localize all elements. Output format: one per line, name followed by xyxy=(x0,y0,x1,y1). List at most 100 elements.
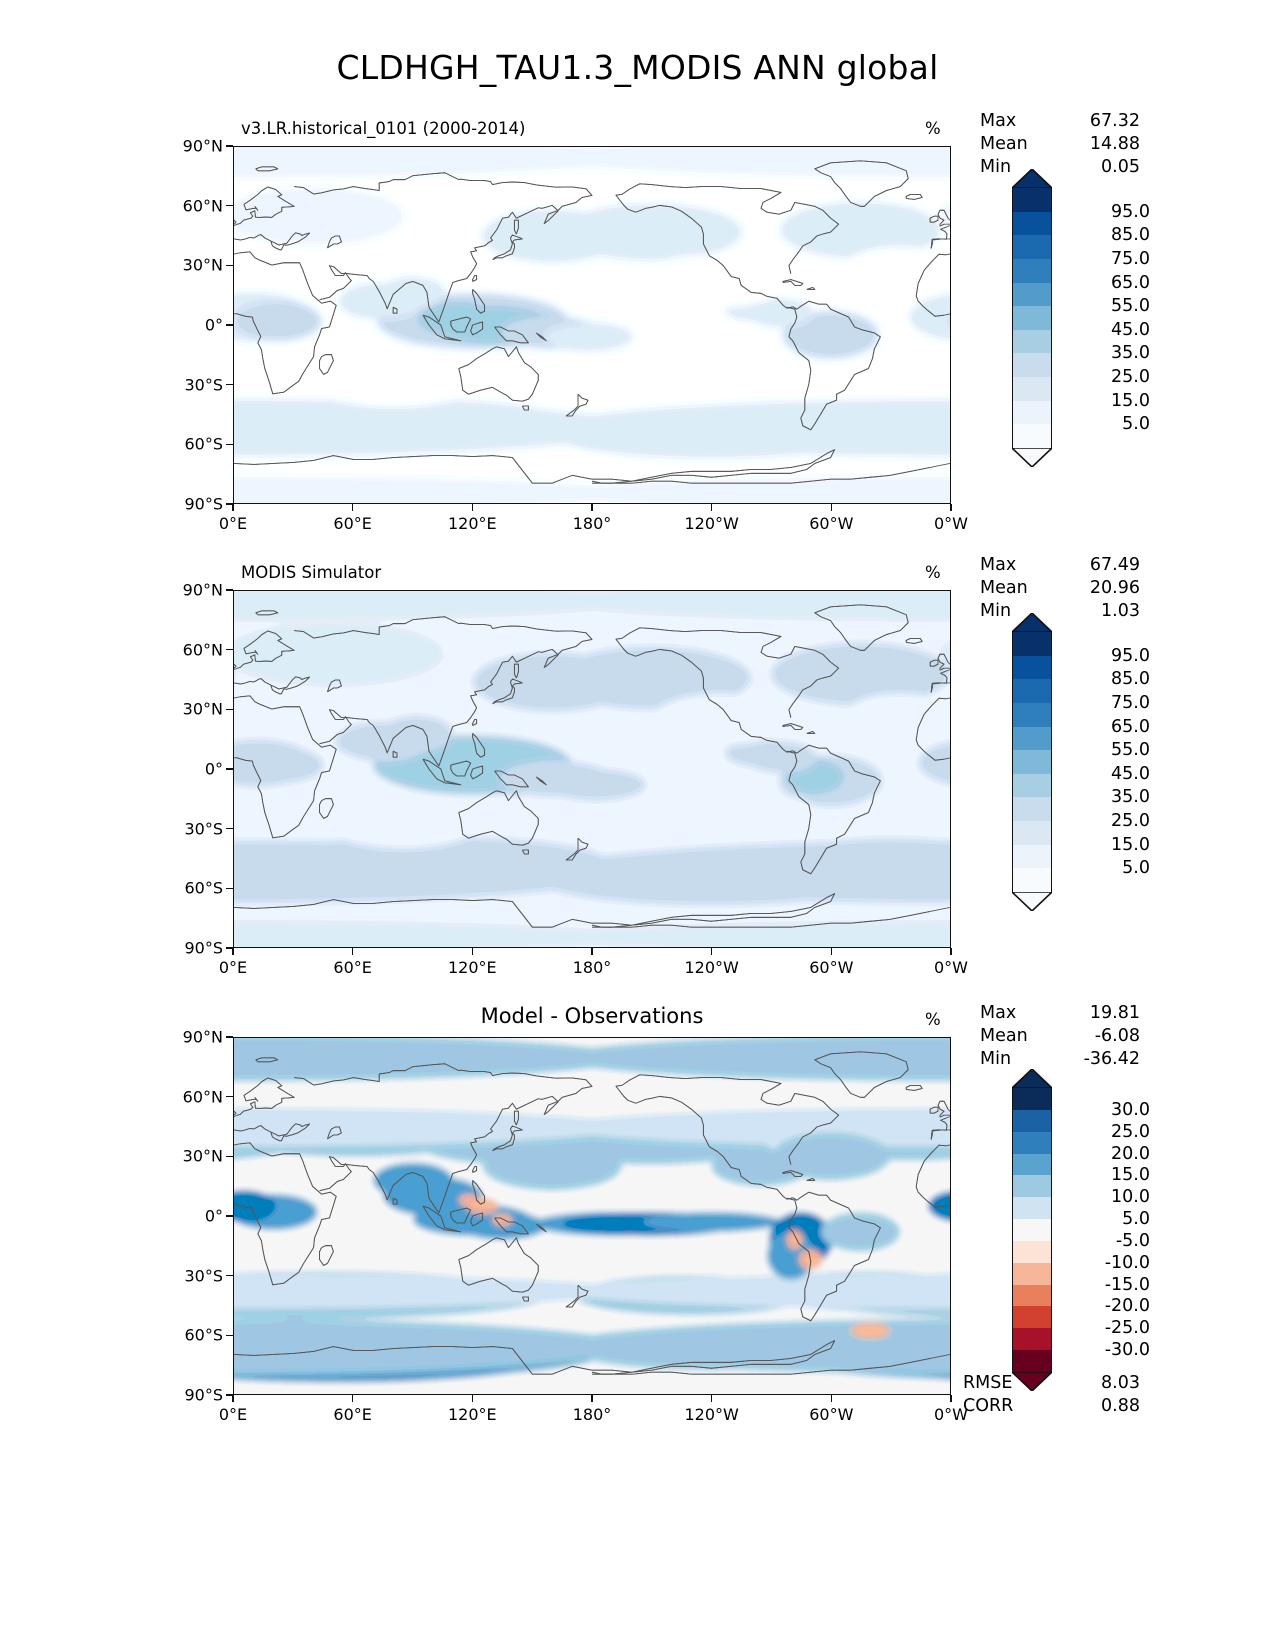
x-tick-mark xyxy=(830,504,833,511)
colorbar-segment xyxy=(1012,1197,1052,1220)
y-tick-label: 90°S xyxy=(184,1385,223,1405)
colorbar-tick-label: 15.0 xyxy=(1111,390,1150,411)
x-tick-label: 120°W xyxy=(684,958,739,977)
colorbar-tick-label: 85.0 xyxy=(1111,669,1150,690)
coastlines xyxy=(234,1051,950,1375)
y-tick-label: 30°N xyxy=(182,255,223,275)
y-tick-mark xyxy=(226,708,233,711)
colorbar-tick-label: 5.0 xyxy=(1122,414,1150,435)
colorbar-border xyxy=(1012,632,1052,892)
x-tick-mark xyxy=(591,948,593,955)
stat-key: Min xyxy=(980,157,1012,178)
colorbar-tick-label: 55.0 xyxy=(1111,296,1150,317)
y-tick-label: 90°N xyxy=(182,1027,223,1047)
stat-key: Mean xyxy=(980,578,1028,599)
x-tick-mark xyxy=(950,504,952,511)
metric-row: RMSE 8.03 xyxy=(963,1372,1140,1395)
x-tick-label: 120°E xyxy=(448,514,497,533)
y-tick-mark xyxy=(226,264,233,267)
x-tick-mark xyxy=(232,1395,234,1402)
stat-key: Mean xyxy=(980,134,1028,155)
y-tick-label: 30°N xyxy=(182,1146,223,1166)
y-tick-mark xyxy=(226,383,233,386)
colorbar-segment xyxy=(1012,868,1052,893)
colorbar-segment xyxy=(1012,1350,1052,1373)
stat-row: Mean 20.96 xyxy=(980,577,1140,600)
y-tick-label: 30°S xyxy=(184,1266,223,1286)
stat-key: Mean xyxy=(980,1026,1028,1047)
x-tick-label: 0°W xyxy=(934,514,968,533)
colorbar-cap-max xyxy=(1009,167,1055,189)
metrics-difference: RMSE 8.03 CORR 0.88 xyxy=(963,1372,1140,1418)
map-field xyxy=(234,147,950,503)
x-tick-label: 60°W xyxy=(809,958,854,977)
colorbar-segment xyxy=(1012,211,1052,236)
colorbar-segment xyxy=(1012,1175,1052,1198)
stat-key: Max xyxy=(980,1003,1017,1023)
stat-row: Mean -6.08 xyxy=(980,1025,1140,1048)
y-tick-mark xyxy=(226,1394,233,1396)
colorbar-segment xyxy=(1012,1088,1052,1111)
y-tick-label: 60°N xyxy=(182,196,223,216)
colorbar-segment xyxy=(1012,1109,1052,1133)
x-tick-label: 180° xyxy=(572,514,612,533)
y-tick-mark xyxy=(226,648,233,651)
colorbar-tick-label: -10.0 xyxy=(1104,1252,1150,1273)
x-tick-label: 0°E xyxy=(218,1405,248,1424)
y-tick-mark xyxy=(226,1036,233,1038)
metric-value: 0.88 xyxy=(1101,1396,1140,1417)
colorbar-tick-label: 55.0 xyxy=(1111,740,1150,761)
stat-key: Min xyxy=(980,1049,1012,1070)
x-tick-label: 120°W xyxy=(684,1405,739,1424)
colorbar-segment xyxy=(1012,1306,1052,1329)
x-tick-label: 60°E xyxy=(333,1405,372,1424)
stats-model: Max 67.32 Mean 14.88 Min 0.05 xyxy=(980,110,1140,179)
x-tick-label: 60°E xyxy=(333,958,372,977)
y-tick-label: 30°N xyxy=(182,699,223,719)
y-tick-mark xyxy=(226,589,233,591)
colorbar-tick-label: 30.0 xyxy=(1111,1099,1150,1120)
colorbar-tick-label: 45.0 xyxy=(1111,763,1150,784)
stat-value: -6.08 xyxy=(1094,1026,1140,1047)
x-tick-label: 0°E xyxy=(218,514,248,533)
y-tick-mark xyxy=(226,204,233,207)
stat-value: 20.96 xyxy=(1089,578,1140,599)
colorbar-tick-label: 65.0 xyxy=(1111,716,1150,737)
colorbar-tick-label: -15.0 xyxy=(1104,1274,1150,1295)
y-tick-mark xyxy=(226,1334,233,1337)
colorbar-difference xyxy=(1012,1088,1052,1373)
colorbar-segment xyxy=(1012,1262,1052,1286)
colorbar-observations xyxy=(1012,632,1052,893)
colorbar-cap-min xyxy=(1009,891,1055,913)
colorbar-tick-label: 85.0 xyxy=(1111,225,1150,246)
x-tick-label: 180° xyxy=(572,958,612,977)
colorbar-segment xyxy=(1012,235,1052,260)
colorbar-segment xyxy=(1012,632,1052,657)
y-tick-label: 90°N xyxy=(182,580,223,600)
coastlines xyxy=(234,160,950,484)
colorbar-tick-label: -5.0 xyxy=(1115,1230,1150,1251)
colorbar-tick-label: 25.0 xyxy=(1111,811,1150,832)
y-tick-mark xyxy=(226,443,233,446)
stat-row: Min 0.05 xyxy=(980,156,1140,179)
x-tick-mark xyxy=(351,948,354,955)
y-tick-mark xyxy=(226,324,233,326)
stat-row: Min -36.42 xyxy=(980,1048,1140,1071)
colorbar-segment xyxy=(1012,353,1052,378)
colorbar-border xyxy=(1012,1088,1052,1372)
stat-key: Max xyxy=(980,555,1017,575)
stat-key: Max xyxy=(980,111,1017,131)
colorbar-segment xyxy=(1012,258,1052,284)
colorbar-segment xyxy=(1012,797,1052,822)
metric-value: 8.03 xyxy=(1101,1373,1140,1393)
colorbar-segment xyxy=(1012,1284,1052,1307)
colorbar-tick-label: 75.0 xyxy=(1111,692,1150,713)
colorbar-tick-label: 15.0 xyxy=(1111,834,1150,855)
colorbar-tick-label: 5.0 xyxy=(1122,858,1150,879)
panel-units-observations: % xyxy=(925,563,941,582)
y-tick-label: 90°N xyxy=(182,136,223,156)
colorbar-tick-label: -30.0 xyxy=(1104,1340,1150,1361)
y-tick-mark xyxy=(226,1155,233,1158)
colorbar-tick-label: 5.0 xyxy=(1122,1209,1150,1230)
y-tick-label: 0° xyxy=(204,1206,223,1226)
